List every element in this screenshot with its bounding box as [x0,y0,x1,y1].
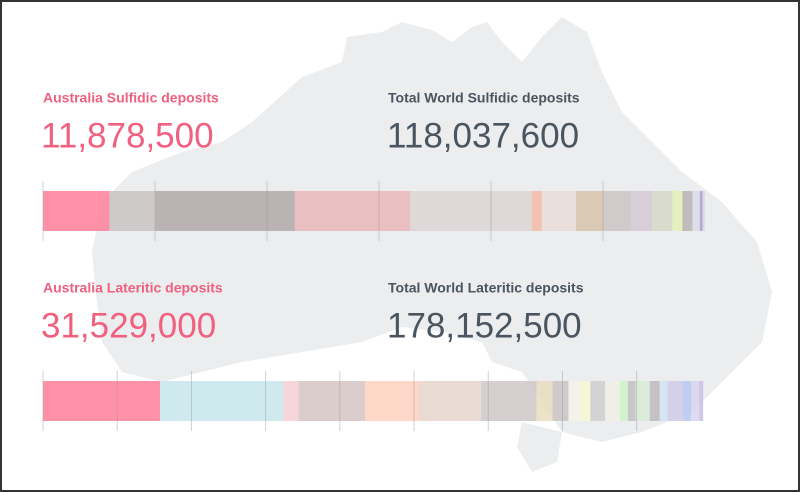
bar-segment [298,381,366,421]
bar-segment [659,381,668,421]
bar-segment [649,381,660,421]
bar-segment [682,191,693,231]
bar-segment [155,191,295,231]
australia-segment [43,191,110,231]
world-label: Total World Sulfidic deposits [388,90,580,106]
bar-segment [635,381,650,421]
bar-segment [602,191,631,231]
bar-segment [699,381,704,421]
australia-label: Australia Sulfidic deposits [43,90,219,106]
bar-segment [683,381,692,421]
bar-segment [692,191,700,231]
australia-label: Australia Lateritic deposits [43,280,223,296]
bar-segment [109,191,156,231]
bar-segment [605,381,621,421]
bar-segment [531,191,542,231]
bar-segment [159,381,284,421]
bar-segment [580,381,591,421]
bar-segment [667,381,684,421]
world-label: Total World Lateritic deposits [388,280,584,296]
bar-segment [365,381,419,421]
bar-segment [630,191,653,231]
bar-segment [590,381,606,421]
bar-segment [627,381,636,421]
bar-segment [410,191,532,231]
australia-value: 31,529,000 [41,306,216,345]
bar-segment [702,191,705,231]
bar-segment [536,381,553,421]
bar-segment [672,191,683,231]
world-value: 178,152,500 [387,306,582,345]
bar-segment [568,381,581,421]
australia-map [92,17,772,472]
bar-segment [699,191,703,231]
bar-segment [541,191,576,231]
bar-segment [418,381,481,421]
bar-segment [480,381,537,421]
bar-segment [575,191,603,231]
bar-segment [691,381,700,421]
bar-segment [552,381,569,421]
australia-value: 11,878,500 [41,116,214,155]
bar-segment [620,381,628,421]
bar-segment [294,191,411,231]
australia-segment [43,381,160,421]
bar-segment [283,381,299,421]
world-value: 118,037,600 [387,116,579,155]
bar-segment [652,191,673,231]
